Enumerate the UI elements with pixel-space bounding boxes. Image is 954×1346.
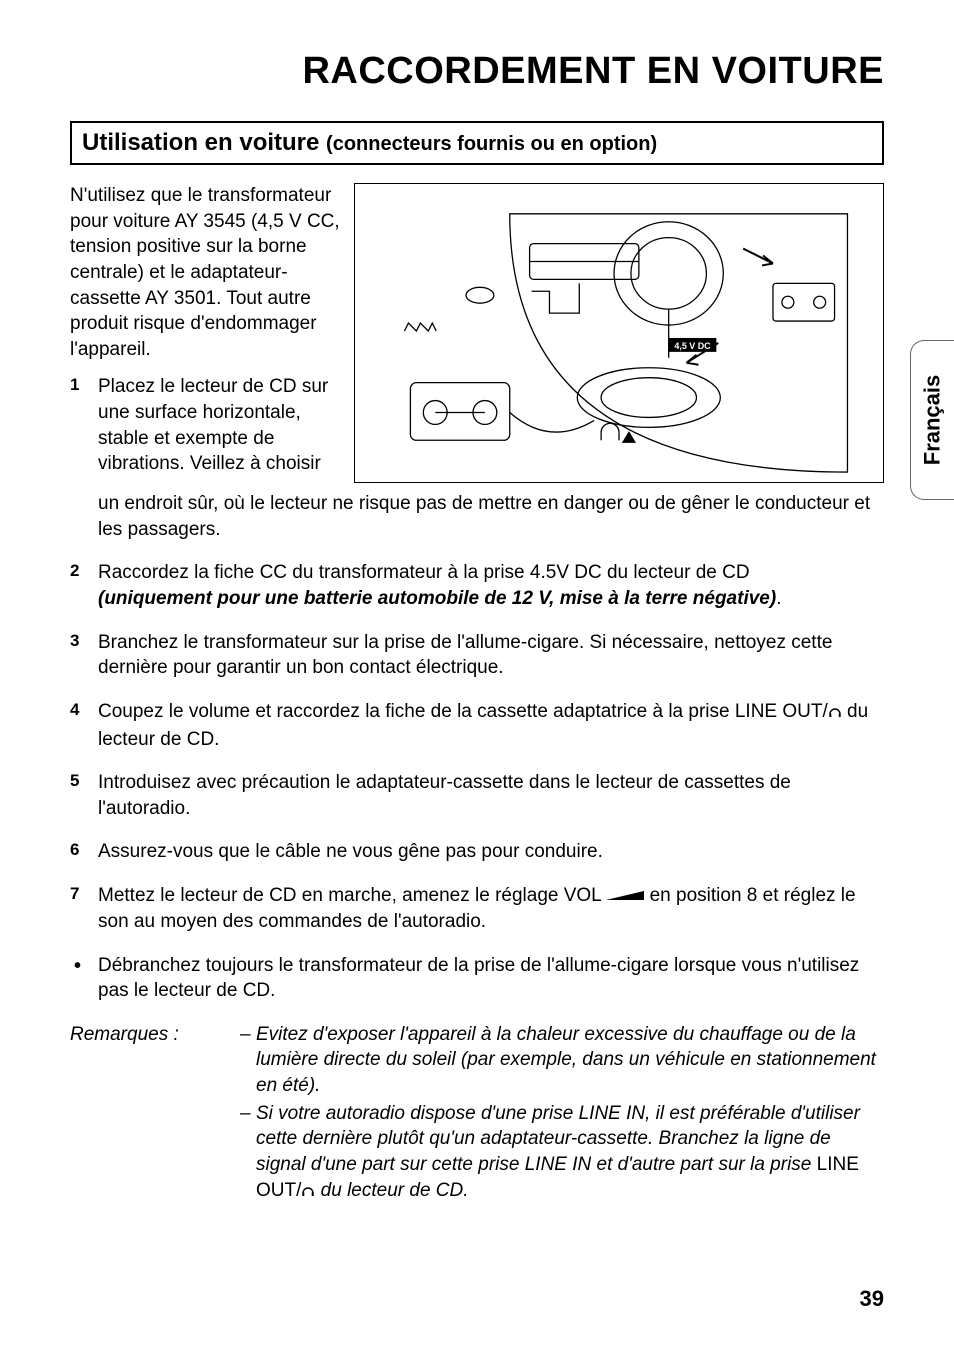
section-heading-box: Utilisation en voiture (connecteurs four…: [70, 121, 884, 165]
remark-2-c: du lecteur de CD.: [315, 1180, 468, 1201]
volume-wedge-icon: [606, 883, 644, 909]
page-number: 39: [860, 1286, 884, 1312]
remark-2: Si votre autoradio dispose d'une prise L…: [240, 1101, 884, 1206]
intro-paragraph: N'utilisez que le transformateur pour vo…: [70, 183, 340, 362]
bullet-note: Débranchez toujours le transformateur de…: [70, 953, 884, 1004]
step-7-text-a: Mettez le lecteur de CD en marche, amene…: [98, 885, 606, 906]
step-1-continuation: un endroit sûr, où le lecteur ne risque …: [70, 491, 884, 542]
diagram-svg: 4,5 V DC: [355, 184, 883, 482]
step-2-emphasis: (uniquement pour une batterie automobile…: [98, 588, 776, 609]
step-5: Introduisez avec précaution le adaptateu…: [70, 770, 884, 821]
section-subheading: (connecteurs fournis ou en option): [326, 133, 657, 155]
intro-row: N'utilisez que le transformateur pour vo…: [70, 183, 884, 495]
language-tab-label: Français: [920, 375, 946, 466]
remarks-label: Remarques :: [70, 1022, 240, 1207]
car-connection-diagram: 4,5 V DC: [354, 183, 884, 483]
step-1-partial: Placez le lecteur de CD sur une surface …: [70, 374, 340, 477]
step-2: Raccordez la fiche CC du transformateur …: [70, 560, 884, 611]
page-title: RACCORDEMENT EN VOITURE: [70, 50, 884, 93]
remarks-block: Remarques : Evitez d'exposer l'appareil …: [70, 1022, 884, 1207]
step-3: Branchez le transformateur sur la prise …: [70, 630, 884, 681]
language-tab: Français: [910, 340, 954, 500]
step-2-period: .: [776, 588, 781, 609]
step-4: Coupez le volume et raccordez la fiche d…: [70, 699, 884, 752]
svg-text:4,5 V DC: 4,5 V DC: [674, 341, 711, 351]
headphone-icon: [301, 1180, 315, 1206]
headphone-icon: [828, 701, 842, 727]
step-7: Mettez le lecteur de CD en marche, amene…: [70, 883, 884, 934]
step-6: Assurez-vous que le câble ne vous gêne p…: [70, 839, 884, 865]
remark-2-a: Si votre autoradio dispose d'une prise L…: [256, 1103, 860, 1175]
remark-1: Evitez d'exposer l'appareil à la chaleur…: [240, 1022, 884, 1099]
section-heading: Utilisation en voiture: [82, 129, 326, 156]
step-4-text-a: Coupez le volume et raccordez la fiche d…: [98, 701, 828, 722]
step-2-text: Raccordez la fiche CC du transformateur …: [98, 562, 750, 583]
